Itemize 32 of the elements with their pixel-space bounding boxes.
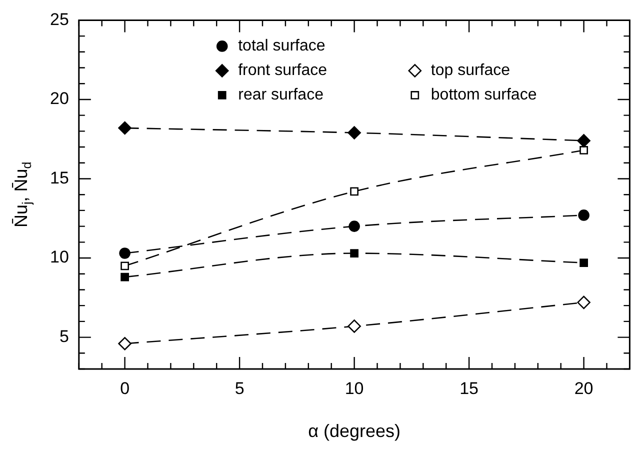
point: [580, 258, 588, 267]
legend-label: bottom surface: [430, 86, 537, 104]
point: [350, 187, 358, 196]
x-tick-label: 5: [234, 378, 244, 398]
point: [580, 146, 588, 154]
point: [578, 210, 590, 221]
y-tick-label: 5: [59, 326, 69, 346]
x-tick-label: 0: [120, 378, 130, 398]
point: [577, 296, 590, 310]
point: [350, 249, 358, 258]
legend-label: rear surface: [238, 86, 324, 104]
y-axis-title: N̄uj, N̄ud: [10, 162, 34, 228]
legend-label: front surface: [238, 62, 328, 80]
legend-label: total surface: [238, 38, 326, 55]
point: [119, 248, 130, 259]
x-axis-title: α (degrees): [308, 421, 401, 442]
y-tick-label: 20: [50, 89, 69, 108]
y-tick-label: 25: [50, 10, 69, 29]
point: [348, 126, 361, 140]
point: [118, 121, 132, 135]
y-tick-label: 10: [50, 248, 69, 267]
point: [118, 336, 132, 350]
point: [120, 262, 129, 270]
legend-label: top surface: [430, 62, 510, 80]
x-tick-label: 15: [460, 378, 479, 398]
x-tick-label: 10: [344, 378, 364, 398]
point: [577, 134, 590, 148]
point: [348, 220, 360, 232]
point: [120, 272, 129, 282]
point: [348, 320, 361, 333]
y-tick-label: 15: [50, 168, 69, 188]
x-tick-label: 20: [574, 378, 594, 398]
